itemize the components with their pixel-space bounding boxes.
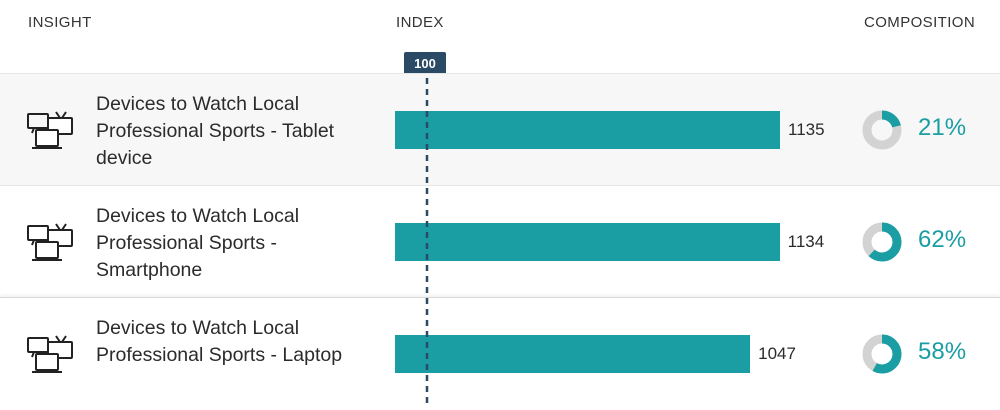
- insight-row[interactable]: Devices to Watch Local Professional Spor…: [0, 185, 1000, 298]
- index-bar: [395, 223, 780, 261]
- composition-donut: [862, 334, 902, 374]
- composition-column-header: COMPOSITION: [864, 14, 976, 31]
- donut-segment: [862, 222, 902, 262]
- multi-device-icon: [27, 335, 73, 373]
- multi-device-icon: [27, 223, 73, 261]
- index-value-label: 1134: [787, 232, 825, 251]
- index-bar: [395, 111, 780, 149]
- composition-percent: 58%: [918, 338, 967, 365]
- baseline-badge: 100: [404, 52, 446, 75]
- index-column-header: INDEX: [396, 14, 444, 31]
- insight-label: Devices to Watch Local Professional Spor…: [96, 317, 343, 366]
- donut-segment: [862, 110, 902, 150]
- composition-donut: [862, 222, 902, 262]
- composition-percent: 21%: [918, 114, 967, 141]
- multi-device-icon: [27, 111, 73, 149]
- index-value-label: 1135: [788, 120, 825, 139]
- index-value-label: 1047: [758, 344, 796, 363]
- insight-label: Devices to Watch Local Professional Spor…: [96, 205, 300, 281]
- composition-percent: 62%: [918, 226, 967, 253]
- donut-segment: [862, 334, 902, 374]
- index-bar: [395, 335, 751, 373]
- composition-donut: [862, 110, 902, 150]
- insight-row[interactable]: Devices to Watch Local Professional Spor…: [0, 73, 1000, 186]
- insight-label: Devices to Watch Local Professional Spor…: [96, 93, 335, 169]
- insight-column-header: INSIGHT: [28, 14, 92, 31]
- insight-row[interactable]: Devices to Watch Local Professional Spor…: [0, 297, 1000, 410]
